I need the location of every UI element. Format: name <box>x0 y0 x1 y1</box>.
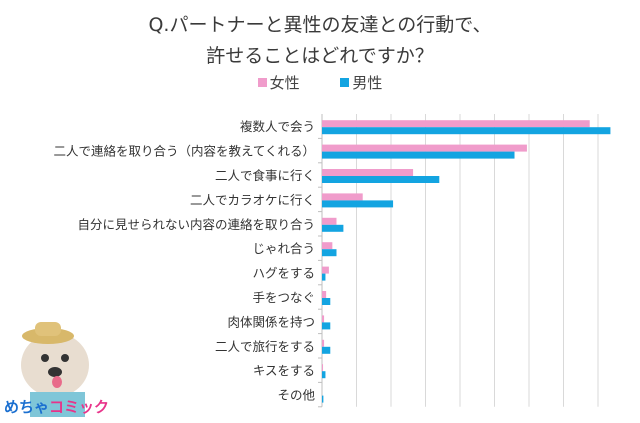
bar-male <box>322 176 440 183</box>
category-label: 二人で旅行をする <box>215 339 315 354</box>
bar-female <box>322 144 527 152</box>
legend-swatch-male <box>340 78 350 87</box>
bar-female <box>322 364 324 372</box>
category-label: 二人で食事に行く <box>215 168 315 183</box>
bar-female <box>322 339 325 347</box>
bar-male <box>322 249 337 257</box>
mascot-dog <box>21 322 89 417</box>
bar-male <box>322 322 331 330</box>
category-label: 肉体関係を持つ <box>227 314 315 329</box>
category-label: じゃれ合う <box>252 241 315 256</box>
logo-text-a: めちゃ <box>4 398 50 416</box>
category-label: その他 <box>277 388 315 403</box>
bar-male <box>322 273 326 281</box>
bar-female <box>322 242 333 250</box>
legend: 女性 男性 <box>0 72 640 93</box>
bar-male <box>322 346 331 354</box>
bar-female <box>322 291 327 298</box>
category-label: 二人で連絡を取り合う（内容を教えてくれる） <box>53 144 315 159</box>
logo-text-b: コミック <box>49 398 110 416</box>
category-label: 手をつなぐ <box>252 290 315 305</box>
bar-female <box>322 217 337 225</box>
legend-item-female: 女性 <box>257 74 300 92</box>
bar-male <box>322 200 394 208</box>
bar-male <box>322 371 326 379</box>
category-label: キスをする <box>253 363 315 378</box>
bar-male <box>322 224 344 232</box>
category-label: 二人でカラオケに行く <box>190 192 315 207</box>
bar-male <box>322 127 611 135</box>
bar-female <box>322 193 363 201</box>
chart-title-line-1: Q.パートナーと異性の友達との行動で、 <box>148 14 492 36</box>
logo: めちゃコミック <box>4 396 109 417</box>
bar-male <box>322 395 324 403</box>
bar-female <box>322 315 325 323</box>
category-label: 複数人で会う <box>240 119 315 134</box>
bar-female <box>322 169 414 176</box>
legend-swatch-female <box>257 78 267 87</box>
bar-female <box>322 266 329 274</box>
legend-item-male: 男性 <box>340 74 382 92</box>
bar-female <box>322 120 590 128</box>
category-label: ハグをする <box>252 266 315 281</box>
category-label: 自分に見せられない内容の連絡を取り合う <box>77 217 315 232</box>
legend-label-male: 男性 <box>352 74 383 92</box>
bar-male <box>322 151 515 159</box>
legend-label-female: 女性 <box>269 74 300 92</box>
bar-male <box>322 298 331 305</box>
chart-title-line-2: 許せることはどれですか？ <box>206 45 434 67</box>
